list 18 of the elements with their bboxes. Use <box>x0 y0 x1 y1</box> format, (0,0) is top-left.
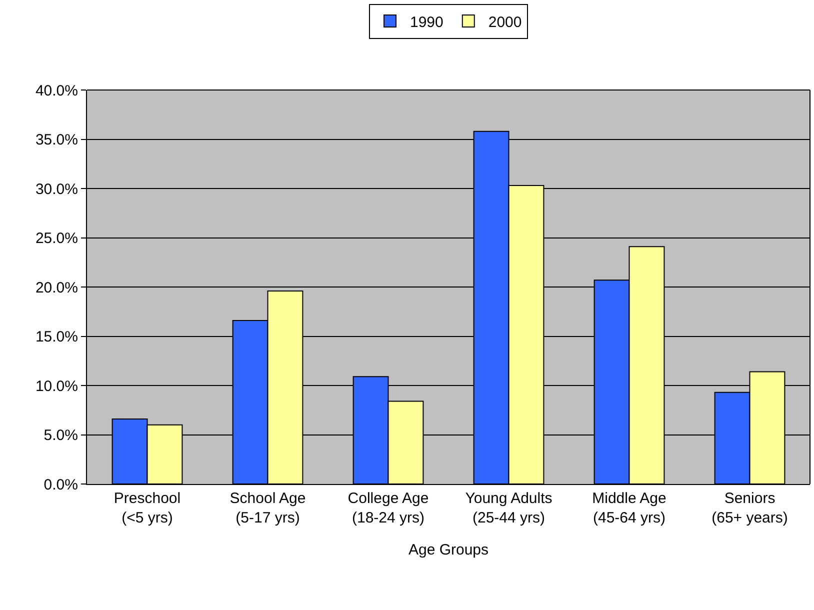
x-axis-title: Age Groups <box>408 542 489 558</box>
y-tick-label: 5.0% <box>44 427 78 444</box>
x-tick-label: School Age (5-17 yrs) <box>230 490 306 526</box>
x-tick-label: College Age (18-24 yrs) <box>348 490 429 526</box>
y-tick-label: 15.0% <box>35 328 78 346</box>
y-tick-label: 0.0% <box>44 476 78 494</box>
x-tick-label: Young Adults (25-44 yrs) <box>465 490 552 526</box>
y-tick-label: 40.0% <box>35 82 78 100</box>
y-tick-label: 30.0% <box>35 180 78 198</box>
y-tick-label: 25.0% <box>35 230 78 247</box>
legend-label: 2000 <box>488 14 522 31</box>
y-tick-label: 20.0% <box>35 279 78 296</box>
x-tick-label: Seniors (65+ years) <box>712 490 788 526</box>
x-tick-label: Preschool (<5 yrs) <box>114 490 181 526</box>
y-tick-label: 35.0% <box>35 132 78 148</box>
x-tick-label: Middle Age (45-64 yrs) <box>592 490 666 526</box>
y-tick-label: 10.0% <box>35 378 78 395</box>
legend-label: 1990 <box>410 14 444 31</box>
